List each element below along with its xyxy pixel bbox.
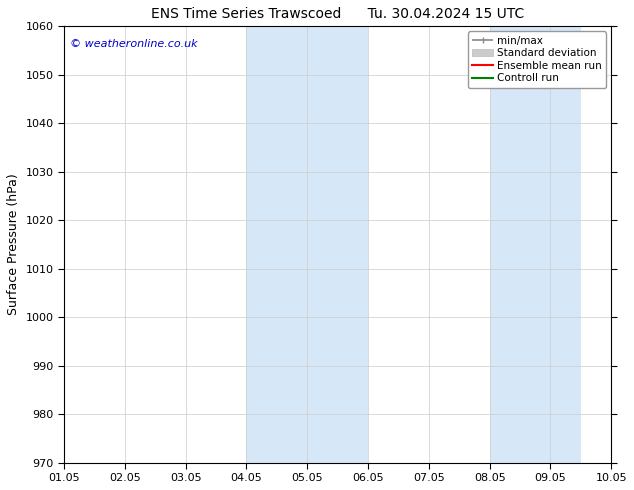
Title: ENS Time Series Trawscoed      Tu. 30.04.2024 15 UTC: ENS Time Series Trawscoed Tu. 30.04.2024… bbox=[151, 7, 524, 21]
Bar bbox=[489, 26, 581, 463]
Text: © weatheronline.co.uk: © weatheronline.co.uk bbox=[70, 39, 197, 49]
Legend: min/max, Standard deviation, Ensemble mean run, Controll run: min/max, Standard deviation, Ensemble me… bbox=[468, 31, 606, 88]
Y-axis label: Surface Pressure (hPa): Surface Pressure (hPa) bbox=[7, 173, 20, 316]
Bar bbox=[247, 26, 368, 463]
